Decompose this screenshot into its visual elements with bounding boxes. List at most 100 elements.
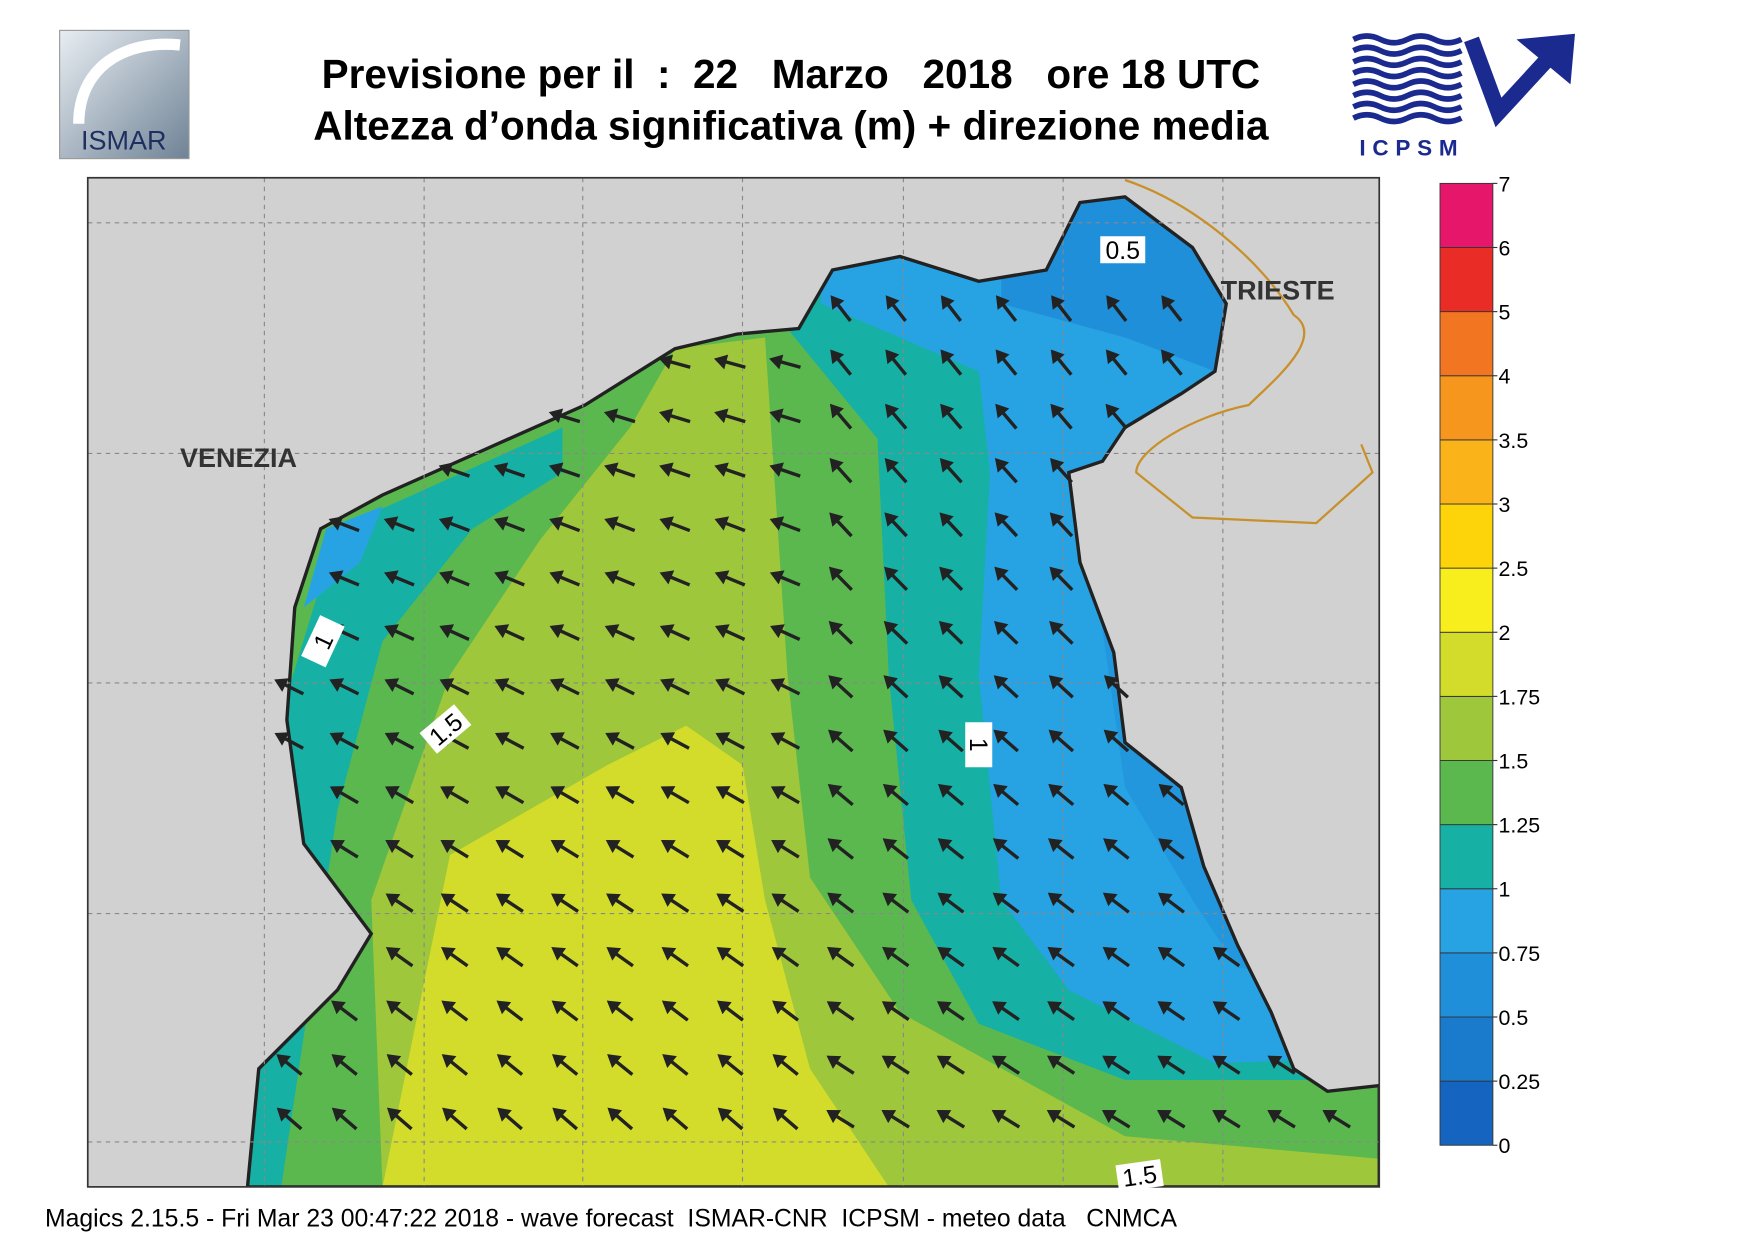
colorbar-band	[1439, 824, 1494, 890]
arrow-head	[884, 566, 899, 582]
arrow-head	[274, 732, 290, 746]
arrow-head	[1212, 1001, 1228, 1015]
arrow-head	[769, 570, 785, 585]
arrow-head	[881, 1001, 897, 1015]
arrow-head	[717, 1054, 732, 1069]
colorbar-band	[1439, 375, 1494, 441]
arrow-head	[940, 295, 955, 310]
arrow-head	[936, 1109, 952, 1124]
arrow-head	[884, 458, 899, 473]
arrow-head	[1267, 1109, 1283, 1124]
arrow-head	[1161, 295, 1176, 310]
arrow-head	[713, 354, 729, 370]
arrow-head	[659, 624, 675, 639]
contour-label-bg	[419, 704, 472, 754]
colorbar-label: 2.5	[1499, 557, 1529, 581]
arrow-head	[438, 462, 454, 477]
colorbar-label: 2	[1499, 621, 1511, 645]
arrow-head	[936, 1001, 952, 1015]
arrow-head	[659, 516, 674, 531]
arrow-head	[274, 678, 289, 692]
arrow-head	[606, 1000, 622, 1015]
arrow-head	[1212, 1055, 1228, 1069]
arrow-head	[661, 947, 677, 961]
arrow-head	[549, 624, 565, 639]
arrow-head	[1049, 512, 1064, 527]
logo-text: ICPSM	[1359, 135, 1464, 160]
colorbar-band	[1439, 247, 1494, 313]
arrow-head	[494, 732, 510, 746]
arrow-head	[994, 620, 1009, 636]
arrow-head	[440, 893, 456, 907]
colorbar-label: 0	[1499, 1134, 1511, 1158]
arrow-head	[1103, 675, 1119, 690]
arrow-head	[714, 624, 730, 639]
arrow-head	[276, 1107, 292, 1122]
arrow-head	[497, 1107, 512, 1122]
arrow-head	[991, 1055, 1007, 1069]
arrow-head	[331, 1054, 347, 1069]
arrow-head	[715, 678, 730, 692]
arrow-head	[994, 566, 1009, 582]
arrow-head	[607, 1054, 622, 1069]
arrow-head	[384, 732, 400, 746]
arrow-head	[993, 783, 1008, 798]
arrow-head	[496, 1054, 512, 1069]
map: VENEZIA TRIESTE	[87, 177, 1380, 1187]
arrow-head	[385, 839, 401, 854]
arrow-head	[882, 946, 897, 961]
arrow-head	[441, 947, 456, 961]
arrow-head	[828, 729, 843, 744]
contour-label-box: 1.5	[1115, 1159, 1164, 1193]
arrow-head	[770, 732, 786, 746]
arrow-head	[607, 1107, 623, 1122]
arrow-head	[716, 947, 732, 961]
contour-label-bg	[301, 615, 345, 668]
arrow-head	[1049, 620, 1064, 636]
colorbar-label: 1.25	[1499, 814, 1541, 838]
colorbar-label: 7	[1499, 172, 1511, 196]
arrow-head	[604, 678, 620, 692]
arrow-head	[937, 946, 952, 961]
arrow-head	[386, 1054, 402, 1069]
arrow-head	[603, 408, 619, 424]
colorbar-band	[1439, 760, 1494, 826]
arrow-head	[715, 732, 731, 746]
arrow-head	[658, 354, 674, 370]
arrow-head	[276, 1054, 291, 1069]
arrow-head	[994, 458, 1010, 473]
arrow-head	[883, 729, 898, 744]
place-label: TRIESTE	[1221, 275, 1335, 305]
arrow-head	[1101, 1109, 1117, 1124]
colorbar-label: 0.5	[1499, 1006, 1529, 1030]
arrow-head	[1105, 349, 1120, 365]
arrow-head	[995, 295, 1010, 310]
arrow-head	[885, 403, 900, 419]
arrow-head	[1157, 1055, 1173, 1069]
contour-label-box: 1	[964, 722, 993, 768]
arrow-head	[714, 570, 730, 585]
arrow-head	[549, 570, 564, 585]
logo-ismar: ISMAR	[59, 29, 190, 160]
arrow-head	[494, 624, 510, 639]
arrow-head	[769, 462, 784, 477]
colorbar-band	[1439, 1016, 1494, 1082]
arrow-head	[993, 729, 1008, 744]
arrow-head	[1047, 946, 1063, 961]
subtitle: Altezza d’onda significativa (m) + direz…	[313, 103, 1269, 149]
arrow-head	[441, 1000, 457, 1015]
arrow-head	[715, 786, 731, 800]
arrow-head	[495, 893, 511, 907]
arrow-head	[494, 678, 510, 692]
colorbar-band	[1439, 888, 1494, 954]
arrow-head	[605, 839, 621, 854]
colorbar-band	[1439, 503, 1494, 569]
colorbar-label: 1.75	[1499, 685, 1541, 709]
arrow-head	[1049, 566, 1064, 582]
arrow-head	[993, 675, 1009, 690]
arrow-head	[329, 678, 345, 692]
arrow-head	[549, 516, 564, 531]
arrow-head	[716, 1000, 732, 1015]
place-label: VENEZIA	[180, 443, 297, 473]
